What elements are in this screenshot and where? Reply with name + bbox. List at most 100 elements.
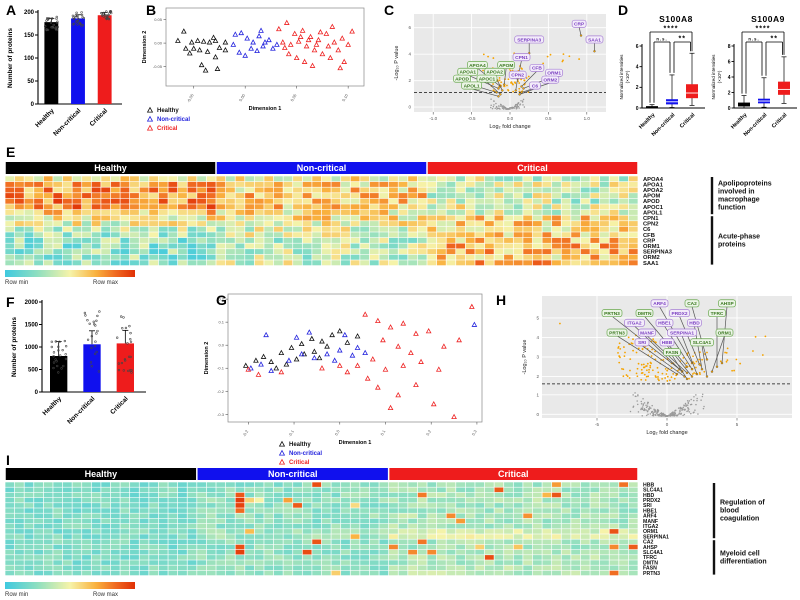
panel-g: -0.2 -0.1 0.0 0.1 0.2 0.3 0.2 0.1 0.0 -0.1 -0.2 -0.… (198, 288, 490, 472)
svg-text:involved in: involved in (718, 189, 755, 196)
cell-protein-heatmap: Healthy Non-critical CriticalHBBSLC4A1HBDP… (5, 468, 767, 598)
svg-text:5: 5 (736, 422, 739, 427)
svg-text:PRTN3: PRTN3 (609, 330, 625, 336)
svg-text:APOC1: APOC1 (643, 205, 664, 211)
svg-text:6: 6 (728, 59, 731, 65)
panel-c: -1.0 -0.5 0.0 0.5 1.0 0 2 4 6 CRP SAA1 SERPINA3 CPN1… (372, 0, 614, 145)
s100a8-box-plot: S100A8 0 2 4 6 Normalized intensities (×10⁵) He… (619, 14, 705, 138)
panel-a: 0 50 100 150 200 Number of proteins Healthy Non… (2, 2, 130, 142)
panel-h-label: H (496, 292, 507, 308)
panel-b: -0.05 0.00 0.05 0.10 0.05 0.00 -0.05 Dimension … (130, 0, 372, 140)
svg-text:**: ** (679, 36, 686, 43)
svg-text:Healthy: Healthy (94, 163, 127, 173)
svg-text:MANF: MANF (640, 330, 654, 336)
svg-text:CRP: CRP (574, 22, 585, 28)
svg-text:Critical: Critical (771, 112, 789, 130)
svg-text:APOL1: APOL1 (464, 83, 480, 89)
svg-text:APOD: APOD (455, 76, 469, 82)
svg-text:0: 0 (31, 102, 35, 108)
panel-i: Healthy Non-critical Critical HBB SLC4A1 HBD P… (0, 448, 800, 600)
svg-text:coagulation: coagulation (720, 516, 759, 523)
svg-text:Non-critical: Non-critical (52, 107, 82, 137)
svg-text:-0.3: -0.3 (217, 412, 225, 417)
svg-text:8: 8 (728, 44, 731, 50)
svg-text:SERPINA1: SERPINA1 (643, 534, 669, 540)
svg-text:Healthy: Healthy (730, 112, 749, 131)
svg-text:APOA2: APOA2 (643, 188, 663, 194)
svg-text:0: 0 (408, 105, 411, 110)
svg-text:AHSP: AHSP (720, 301, 734, 307)
svg-text:-0.1: -0.1 (217, 366, 225, 371)
svg-text:SLC4A1: SLC4A1 (693, 340, 712, 346)
svg-text:Critical: Critical (498, 469, 529, 479)
svg-text:Non-critical: Non-critical (297, 163, 347, 173)
svg-text:CPN1: CPN1 (515, 55, 528, 61)
svg-text:HBE1: HBE1 (643, 508, 657, 514)
svg-text:Healthy: Healthy (34, 107, 56, 129)
svg-text:0.0: 0.0 (334, 428, 341, 436)
svg-text:SLC4A1: SLC4A1 (643, 488, 663, 494)
panel-g-label: G (216, 292, 227, 308)
svg-text:Critical: Critical (289, 460, 310, 466)
svg-text:CFB: CFB (643, 233, 655, 239)
svg-text:Row max: Row max (93, 592, 118, 598)
svg-text:100: 100 (24, 56, 35, 62)
svg-text:PRTN3: PRTN3 (643, 571, 660, 577)
svg-text:blood: blood (720, 508, 739, 515)
svg-text:-0.2: -0.2 (217, 389, 225, 394)
panel-e-label: E (6, 144, 16, 160)
svg-text:ORM1: ORM1 (718, 330, 732, 336)
svg-text:-0.05: -0.05 (186, 92, 195, 103)
svg-text:-Log₁₀ P value: -Log₁₀ P value (394, 46, 400, 81)
svg-text:APOA4: APOA4 (469, 63, 486, 69)
svg-text:0: 0 (636, 106, 639, 112)
svg-text:CPN1: CPN1 (643, 216, 659, 222)
svg-text:APOA4: APOA4 (643, 177, 664, 183)
svg-text:SAA1: SAA1 (643, 261, 659, 267)
svg-text:200: 200 (24, 10, 35, 16)
svg-text:n.s.: n.s. (748, 37, 759, 42)
svg-text:MANF: MANF (643, 519, 658, 525)
svg-text:C6: C6 (643, 227, 651, 233)
svg-text:proteins: proteins (718, 241, 746, 248)
svg-text:SRI: SRI (638, 340, 647, 346)
svg-text:2: 2 (536, 374, 539, 379)
svg-text:Number of proteins: Number of proteins (11, 317, 18, 377)
svg-text:0: 0 (666, 422, 669, 427)
svg-text:DMTN: DMTN (638, 311, 652, 317)
svg-text:ORM2: ORM2 (543, 77, 557, 83)
svg-text:4: 4 (728, 75, 731, 81)
panel-b-label: B (146, 2, 157, 18)
svg-text:1500: 1500 (25, 323, 39, 329)
svg-text:****: **** (664, 26, 679, 33)
svg-text:4: 4 (536, 335, 539, 340)
panel-h: -5 0 5 0 1 2 3 4 5 ARF4 CA2 AHSP PRTN3 DMTN PRDX2 TFRC I… (486, 288, 800, 446)
svg-text:4: 4 (636, 64, 639, 70)
volcano-plot-serum: -1.0 -0.5 0.0 0.5 1.0 0 2 4 6 CRP SAA1 SERPINA3 CPN1… (394, 14, 606, 130)
svg-text:2: 2 (636, 85, 639, 91)
mds-scatter-plot-serum: -0.05 0.00 0.05 0.10 0.05 0.00 -0.05 Dimension … (142, 7, 365, 132)
svg-text:function: function (718, 205, 746, 212)
svg-text:-0.1: -0.1 (287, 428, 295, 437)
panel-i-label: I (6, 452, 10, 468)
svg-text:-Log₁₀ P value: -Log₁₀ P value (522, 340, 528, 375)
svg-text:0.0: 0.0 (218, 343, 224, 348)
svg-text:0.1: 0.1 (379, 428, 386, 436)
svg-text:****: **** (756, 26, 771, 33)
svg-text:6: 6 (408, 25, 411, 30)
svg-text:Non-critical: Non-critical (289, 451, 322, 457)
svg-text:0.3: 0.3 (471, 428, 478, 436)
svg-text:Non-critical: Non-critical (268, 469, 318, 479)
svg-text:ORM1: ORM1 (643, 244, 661, 250)
svg-text:0.5: 0.5 (545, 116, 552, 121)
svg-text:SLC4A1: SLC4A1 (643, 550, 663, 556)
svg-text:CPN2: CPN2 (511, 73, 524, 79)
svg-text:HBB: HBB (662, 340, 673, 346)
svg-text:PRTN3: PRTN3 (604, 311, 620, 317)
svg-text:ITGA2: ITGA2 (627, 321, 641, 327)
svg-text:Dimension 2: Dimension 2 (204, 342, 210, 375)
svg-text:2: 2 (728, 90, 731, 96)
svg-text:50: 50 (27, 79, 34, 85)
svg-text:0.2: 0.2 (425, 428, 432, 436)
